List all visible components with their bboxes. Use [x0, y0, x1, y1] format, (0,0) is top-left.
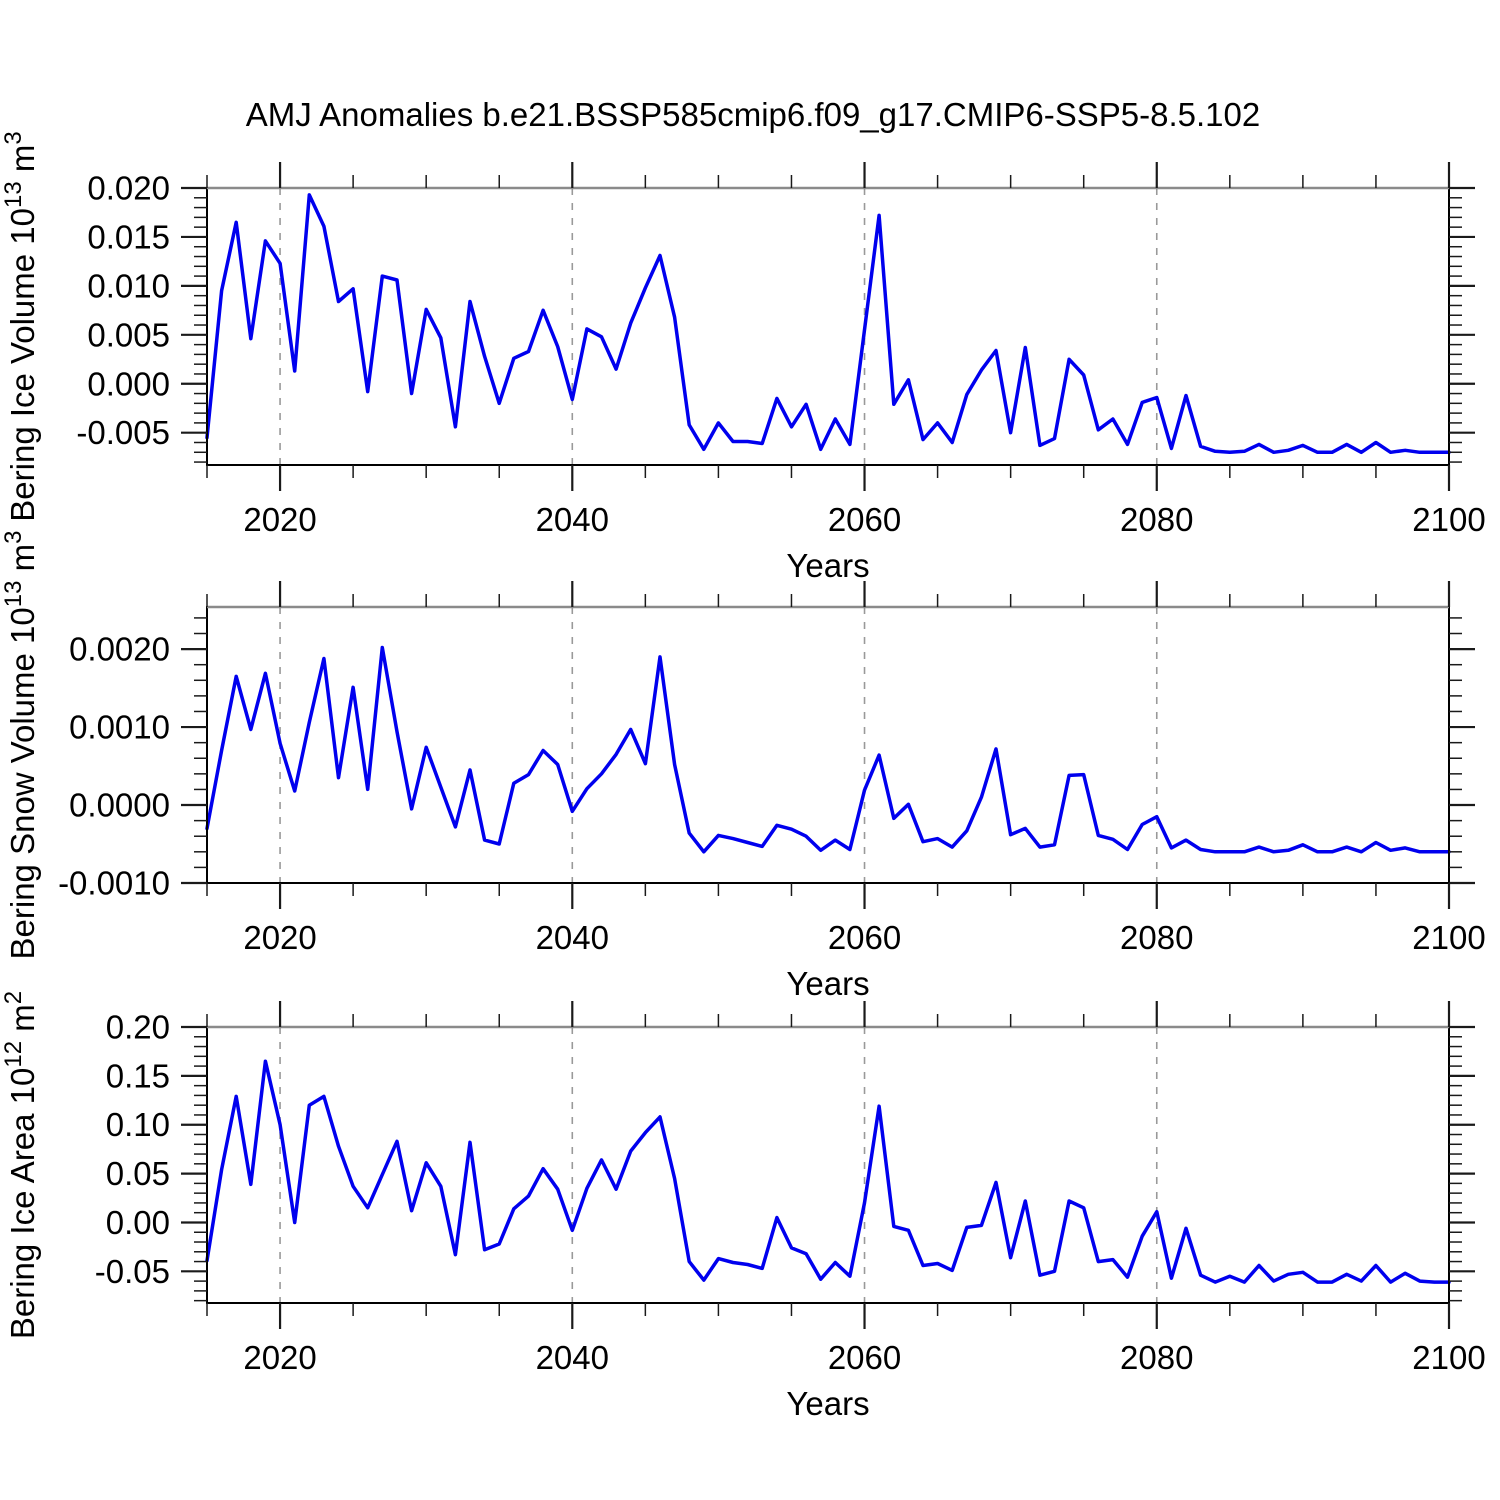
panel-bering-ice-area: 2020 2040 2060 2080 2100 0.20 0.15 0.10 0.05 0.00…	[0, 991, 1486, 1422]
y-tick-label: -0.05	[95, 1253, 170, 1290]
y-tick-label: 0.0000	[69, 787, 170, 824]
y-tick-label: 0.015	[87, 218, 170, 255]
x-tick-label: 2080	[1120, 501, 1193, 538]
x-tick-label: 2020	[243, 501, 316, 538]
x-tick-label: 2100	[1412, 919, 1485, 956]
plot-frame	[206, 606, 1450, 884]
chart-title: AMJ Anomalies b.e21.BSSP585cmip6.f09_g17…	[246, 96, 1260, 133]
plot-frame	[206, 1026, 1450, 1304]
plot-frame	[206, 187, 1450, 466]
x-tick-label: 2040	[536, 501, 609, 538]
y-axis-title-superscript: 3	[0, 531, 27, 544]
x-tick-label: 2040	[536, 919, 609, 956]
y-axis-title: Bering Snow Volume 1013 m3	[0, 531, 41, 960]
x-tick-label: 2060	[828, 919, 901, 956]
y-axis-title-superscript: 2	[0, 991, 27, 1004]
x-tick-label: 2040	[536, 1339, 609, 1376]
x-tick-label: 2100	[1412, 501, 1485, 538]
y-tick-label: -0.005	[76, 414, 170, 451]
x-tick-label: 2080	[1120, 1339, 1193, 1376]
x-tick-label: 2100	[1412, 1339, 1485, 1376]
y-axis-title: Bering Ice Area 1012 m2	[0, 991, 41, 1339]
y-tick-label: 0.00	[106, 1204, 170, 1241]
x-axis-title: Years	[786, 547, 869, 584]
y-axis-title-superscript: 12	[0, 1041, 27, 1068]
y-axis-title-superscript: 13	[0, 581, 27, 608]
y-tick-label: 0.10	[106, 1106, 170, 1143]
y-tick-label: -0.0010	[58, 865, 170, 902]
y-tick-label: 0.000	[87, 365, 170, 402]
y-tick-label: 0.020	[87, 170, 170, 207]
y-axis-title-text: m	[4, 544, 41, 581]
y-tick-label: 0.0010	[69, 709, 170, 746]
x-tick-label: 2060	[828, 1339, 901, 1376]
panel-bering-snow-volume: 2020 2040 2060 2080 2100 0.0020 0.0010 0.0000 -0…	[0, 531, 1486, 1002]
y-axis-title: Bering Ice Volume 1013 m3	[0, 131, 41, 521]
y-tick-label: 0.20	[106, 1009, 170, 1046]
y-axis-title-text: m	[4, 145, 41, 182]
y-tick-label: 0.010	[87, 267, 170, 304]
x-tick-label: 2020	[243, 1339, 316, 1376]
y-tick-label: 0.005	[87, 316, 170, 353]
data-line	[205, 645, 1451, 854]
y-axis-title-superscript: 3	[0, 131, 27, 144]
x-tick-label: 2020	[243, 919, 316, 956]
x-axis-title: Years	[786, 965, 869, 1002]
panel-bering-ice-volume: 2020 2040 2060 2080 2100 0.020 0.015 0.010 0.005…	[0, 131, 1486, 584]
y-tick-label: 0.05	[106, 1155, 170, 1192]
y-tick-label: 0.15	[106, 1057, 170, 1094]
y-axis-title-text: m	[4, 1004, 41, 1041]
y-axis-title-text: Bering Ice Volume 10	[4, 208, 41, 522]
y-axis-title-text: Bering Snow Volume 10	[4, 607, 41, 959]
data-line	[205, 193, 1451, 455]
x-tick-label: 2080	[1120, 919, 1193, 956]
x-axis-title: Years	[786, 1385, 869, 1422]
x-tick-label: 2060	[828, 501, 901, 538]
data-line	[205, 1059, 1451, 1284]
y-axis-title-text: Bering Ice Area 10	[4, 1068, 41, 1340]
y-tick-label: 0.0020	[69, 631, 170, 668]
y-axis-title-superscript: 13	[0, 181, 27, 208]
